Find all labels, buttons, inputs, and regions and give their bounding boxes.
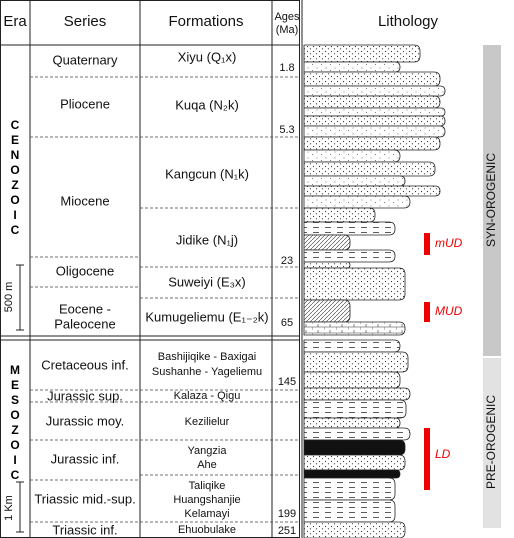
lithology-layer xyxy=(304,470,400,478)
formation-label: Jidike (N₁j) xyxy=(176,232,238,247)
formation-label: Ehuobulake xyxy=(178,524,236,536)
series-label: Jurassic inf. xyxy=(51,451,120,466)
lithology-layer xyxy=(304,478,395,500)
lithology-layer xyxy=(304,162,435,176)
lithology-layer xyxy=(304,108,445,116)
scale-label: 500 m xyxy=(3,282,15,313)
series-label: Jurassic sup. xyxy=(47,388,123,403)
lithology-layer xyxy=(304,400,406,418)
lithology-layer xyxy=(304,45,420,62)
lithology-layer xyxy=(304,268,405,300)
series-label: Eocene - xyxy=(59,301,111,316)
formation-label: Xiyu (Q₁x) xyxy=(178,49,237,64)
lithology-layer xyxy=(304,388,410,400)
formation-label: Huangshanjie xyxy=(173,494,240,506)
lithology-layer xyxy=(304,300,350,322)
header-era: Era xyxy=(3,13,27,30)
formation-label: Kuqa (N₂k) xyxy=(175,97,239,112)
interval-bar xyxy=(424,233,430,255)
lithology-layer xyxy=(304,418,400,428)
lithology-layer xyxy=(304,428,410,440)
series-label: Pliocene xyxy=(60,96,110,111)
header-ages: Ages xyxy=(274,11,300,23)
lithology-log xyxy=(304,45,445,538)
formation-label: Yangzia xyxy=(188,445,228,457)
formation-label: Kelamayi xyxy=(184,508,229,520)
age-label: 1.8 xyxy=(279,62,294,74)
formation-label: Taliqike xyxy=(189,480,226,492)
formation-label: Bashijiqike - Baxigai xyxy=(158,351,256,363)
lithology-layer xyxy=(304,62,400,72)
interval-label: LD xyxy=(435,447,451,461)
lithology-layer xyxy=(304,86,445,96)
formation-label: Sushanhe - Yageliemu xyxy=(152,366,262,378)
header-formations: Formations xyxy=(168,13,243,30)
phase-label: SYN-OROGENIC xyxy=(484,153,498,247)
series-label: Paleocene xyxy=(54,316,115,331)
phase-label: PRE-OROGENIC xyxy=(484,395,498,489)
formation-label: Kumugeliemu (E₁₋₂k) xyxy=(145,309,268,324)
age-label: 5.3 xyxy=(279,124,294,136)
diagram: Era Series Formations Ages (Ma) Litholog… xyxy=(0,0,514,538)
lithology-layer xyxy=(304,150,400,162)
lithology-layer xyxy=(304,235,350,250)
lithology-layer xyxy=(304,116,445,126)
lithology-layer xyxy=(304,196,410,208)
lithology-layer xyxy=(304,440,405,455)
formation-label: Kangcun (N₁k) xyxy=(165,166,249,181)
lithology-layer xyxy=(304,522,405,538)
lithology-layer xyxy=(304,176,405,186)
age-label: 251 xyxy=(278,525,296,537)
lithology-layer xyxy=(304,262,350,268)
stratigraphic-column: Era Series Formations Ages (Ma) Litholog… xyxy=(0,0,514,538)
series-label: Miocene xyxy=(60,193,109,208)
header-series: Series xyxy=(64,13,107,30)
lithology-layer xyxy=(304,500,395,522)
series-label: Cretaceous inf. xyxy=(41,357,128,372)
interval-bar xyxy=(424,302,430,322)
series-label: Triassic inf. xyxy=(52,522,117,537)
series-label: Jurassic moy. xyxy=(46,413,125,428)
formation-label: Ahe xyxy=(197,459,217,471)
series-label: Quaternary xyxy=(52,52,118,67)
lithology-layer xyxy=(304,340,400,352)
lithology-layer xyxy=(304,186,440,196)
age-label: 145 xyxy=(278,376,296,388)
interval-label: mUD xyxy=(435,236,463,250)
interval-bar xyxy=(424,428,430,490)
lithology-layer xyxy=(304,455,405,470)
series-label: Oligocene xyxy=(56,263,115,278)
era-label: MESOZOIC xyxy=(8,363,22,483)
lithology-layer xyxy=(304,137,440,150)
header-ages: (Ma) xyxy=(276,24,299,36)
age-label: 199 xyxy=(278,508,296,520)
formation-label: Suweiyi (E₃x) xyxy=(168,274,246,289)
lithology-layer xyxy=(304,126,445,137)
lithology-layer xyxy=(304,222,395,235)
series-label: Triassic mid.-sup. xyxy=(34,491,135,506)
era-label: CENOZOIC xyxy=(8,118,22,238)
formation-label: Kalaza - Qigu xyxy=(174,390,241,402)
column-grid xyxy=(0,0,302,538)
lithology-layer xyxy=(304,352,408,372)
formation-label: Kezilielur xyxy=(185,416,230,428)
lithology-layer xyxy=(304,72,440,86)
age-label: 23 xyxy=(281,255,293,267)
header-lithology: Lithology xyxy=(378,13,439,30)
lithology-layer xyxy=(304,96,440,108)
lithology-layer xyxy=(304,322,405,335)
lithology-layer xyxy=(304,208,375,222)
age-label: 65 xyxy=(281,317,293,329)
scale-label: 1 Km xyxy=(3,495,15,521)
interval-label: MUD xyxy=(435,304,463,318)
lithology-layer xyxy=(304,250,395,262)
lithology-layer xyxy=(304,372,400,388)
